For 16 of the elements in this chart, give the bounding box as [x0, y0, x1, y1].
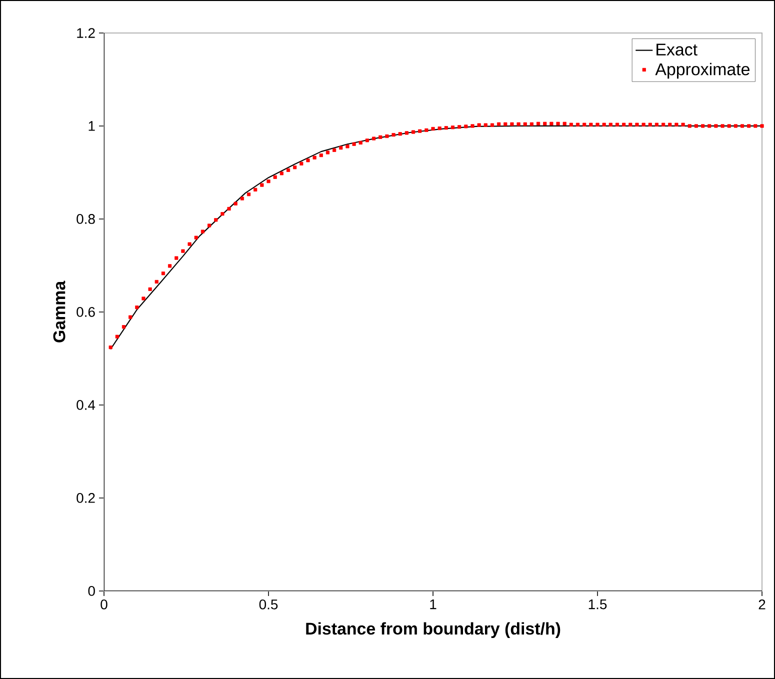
y-axis-title: Gamma	[53, 280, 66, 342]
y-tick-label: 0.6	[76, 307, 95, 317]
y-tick-label: 0.8	[76, 214, 95, 224]
y-tick-label: 0.2	[76, 493, 95, 503]
x-tick-label: 0.5	[259, 599, 278, 610]
y-tick-label: 0	[88, 586, 95, 596]
y-tick-label: 1	[88, 121, 95, 131]
y-tick-label: 0.4	[76, 400, 96, 410]
x-tick-label: 0	[100, 599, 108, 610]
x-tick-label: 1.5	[588, 600, 607, 610]
x-tick-label: 1	[430, 600, 436, 610]
x-axis-title: Distance from boundary (dist/h)	[306, 622, 560, 638]
x-tick-label: 2	[758, 599, 766, 610]
legend-label: Approximate	[655, 62, 750, 79]
legend-label: Exact	[656, 44, 698, 56]
y-tick-label: 1.2	[77, 28, 95, 38]
